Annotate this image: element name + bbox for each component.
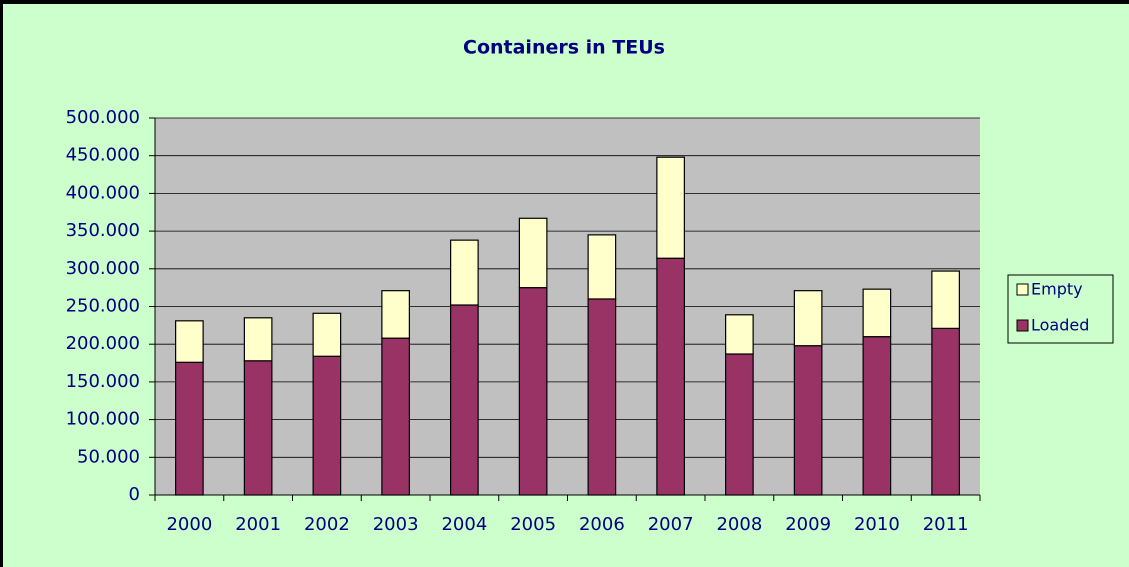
- bar-segment: [312, 355, 342, 496]
- legend-swatch: [1016, 283, 1029, 296]
- bar-segment: [656, 156, 685, 259]
- x-tick-label: 2000: [166, 514, 212, 535]
- y-tick-label: 200.000: [66, 333, 140, 354]
- y-tick-label: 300.000: [66, 258, 140, 279]
- bar-segment: [175, 320, 204, 363]
- y-tick-label: 400.000: [66, 182, 140, 203]
- chart-title: Containers in TEUs: [463, 37, 665, 59]
- frame-top: [0, 0, 1129, 4]
- legend-label: Loaded: [1031, 316, 1089, 335]
- x-tick-label: 2011: [923, 514, 969, 535]
- x-tick-label: 2003: [373, 514, 419, 535]
- bar-segment: [725, 353, 754, 496]
- y-tick-label: 250.000: [66, 296, 140, 317]
- bar-segment: [243, 317, 273, 362]
- bar-segment: [518, 217, 548, 289]
- y-tick-label: 150.000: [66, 371, 140, 392]
- legend-label: Empty: [1031, 280, 1083, 299]
- bar-segment: [931, 270, 960, 329]
- x-tick-label: 2006: [579, 514, 625, 535]
- bar-segment: [587, 298, 617, 496]
- bar-segment: [862, 336, 892, 496]
- bar-segment: [450, 304, 479, 496]
- bar-segment: [175, 361, 204, 496]
- x-tick-label: 2007: [648, 514, 694, 535]
- bar-segment: [862, 288, 892, 338]
- bar-segment: [381, 290, 410, 339]
- bar-segment: [725, 314, 754, 355]
- x-tick-label: 2002: [304, 514, 350, 535]
- x-tick-label: 2005: [510, 514, 556, 535]
- bar-segment: [793, 345, 823, 496]
- y-tick-label: 0: [129, 484, 140, 505]
- bar-segment: [931, 327, 960, 496]
- bar-segment: [518, 287, 548, 496]
- bar-segment: [381, 337, 410, 496]
- bar-segment: [793, 290, 823, 347]
- frame-left: [0, 0, 3, 567]
- bar-segment: [243, 360, 273, 496]
- bar-segment: [312, 312, 342, 357]
- x-tick-label: 2009: [785, 514, 831, 535]
- bar-segment: [656, 257, 685, 496]
- y-tick-label: 500.000: [66, 107, 140, 128]
- x-tick-label: 2010: [854, 514, 900, 535]
- bar-segment: [450, 239, 479, 306]
- y-tick-label: 450.000: [66, 145, 140, 166]
- x-tick-label: 2008: [716, 514, 762, 535]
- x-tick-label: 2004: [441, 514, 487, 535]
- legend-swatch: [1016, 319, 1029, 332]
- x-tick-label: 2001: [235, 514, 281, 535]
- y-tick-label: 100.000: [66, 409, 140, 430]
- bar-segment: [587, 234, 617, 300]
- y-tick-label: 350.000: [66, 220, 140, 241]
- y-tick-label: 50.000: [77, 446, 140, 467]
